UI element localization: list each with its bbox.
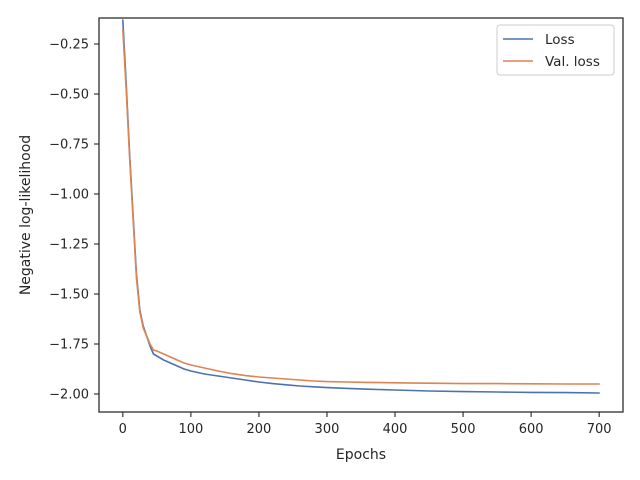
- y-tick-label: −1.25: [49, 238, 89, 253]
- x-tick-label: 100: [178, 422, 203, 437]
- plot-frame: [98, 17, 624, 413]
- x-tick-label: 0: [119, 422, 127, 437]
- x-tick-label: 600: [519, 422, 544, 437]
- x-axis-label: Epochs: [336, 447, 386, 463]
- x-tick-label: 200: [247, 422, 272, 437]
- y-tick-label: −0.25: [49, 38, 89, 53]
- legend-label-val-loss: Val. loss: [545, 54, 600, 70]
- x-axis: 0 100 200 300 400 500 600 700: [119, 412, 612, 437]
- y-tick-label: −2.00: [49, 388, 89, 403]
- x-tick-label: 300: [315, 422, 340, 437]
- legend-box: [496, 24, 615, 76]
- y-tick-label: −1.50: [49, 288, 89, 303]
- y-tick-label: −1.00: [49, 188, 89, 203]
- legend-label-loss: Loss: [545, 32, 575, 48]
- y-tick-label: −1.75: [49, 338, 89, 353]
- series-line-val-loss: [122, 29, 600, 385]
- y-axis: −0.25 −0.50 −0.75 −1.00 −1.25 −1.50 −1.75 −2.00: [49, 38, 99, 403]
- series-line-loss: [122, 19, 600, 394]
- y-axis-label: Negative log-likelihood: [18, 135, 34, 295]
- series-layer: [122, 19, 600, 394]
- x-tick-label: 500: [451, 422, 476, 437]
- x-tick-label: 400: [383, 422, 408, 437]
- legend: Loss Val. loss: [496, 24, 615, 76]
- x-tick-label: 700: [587, 422, 612, 437]
- y-tick-label: −0.75: [49, 138, 89, 153]
- y-tick-label: −0.50: [49, 88, 89, 103]
